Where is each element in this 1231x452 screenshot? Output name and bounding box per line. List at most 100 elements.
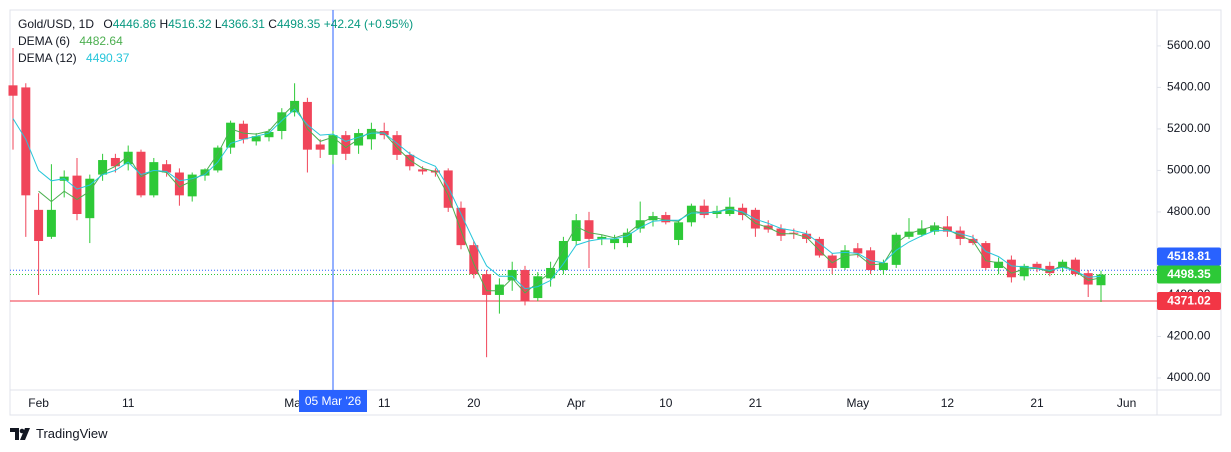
candle-body xyxy=(302,101,312,150)
open-label: O xyxy=(103,17,113,31)
brand-logo xyxy=(10,427,30,440)
candle-body xyxy=(661,215,671,223)
x-tick-label: 21 xyxy=(749,396,763,410)
x-tick-label: May xyxy=(846,396,869,410)
candle-body xyxy=(814,238,824,256)
candle-body xyxy=(136,151,146,196)
candle-body xyxy=(456,207,466,246)
candle-body xyxy=(853,248,863,254)
candle-body xyxy=(72,175,82,215)
candle-body xyxy=(571,220,581,241)
candle-body xyxy=(840,250,850,268)
candle-body xyxy=(8,85,18,96)
y-tick-label: 4000.00 xyxy=(1167,370,1211,384)
candle-body xyxy=(699,205,709,216)
candle-body xyxy=(1019,265,1029,277)
candle-body xyxy=(482,274,492,295)
price-label: 4518.81 xyxy=(1167,249,1211,263)
x-tick-label: 10 xyxy=(659,396,673,410)
candle-body xyxy=(994,261,1004,268)
candle-body xyxy=(226,122,236,148)
price-label: 4371.02 xyxy=(1167,294,1211,308)
candle-body xyxy=(264,132,274,138)
frame xyxy=(9,9,1222,416)
candle-body xyxy=(597,236,607,239)
x-tick-label: Apr xyxy=(567,396,586,410)
candle-body xyxy=(392,135,402,155)
candle-body xyxy=(34,209,44,241)
x-tick-label: 11 xyxy=(378,396,391,410)
legend-entry: DEMA (12) 4490.37 xyxy=(18,50,413,67)
candle-body xyxy=(533,276,543,299)
price-label-box xyxy=(1157,291,1221,310)
candle-body xyxy=(46,209,56,237)
candle-body xyxy=(1045,265,1055,274)
y-tick-label: 4200.00 xyxy=(1167,329,1211,343)
candle-body xyxy=(110,157,120,167)
y-tick-label: 5200.00 xyxy=(1167,121,1211,135)
candle-body xyxy=(1070,259,1080,275)
x-tick-label: 20 xyxy=(467,396,481,410)
candle-body xyxy=(21,87,31,196)
candle-body xyxy=(328,135,338,155)
candle-body xyxy=(674,222,684,240)
y-tick-label: 4800.00 xyxy=(1167,204,1211,218)
candle-body xyxy=(443,170,453,208)
candle-body xyxy=(558,240,568,271)
candle-body xyxy=(712,210,722,215)
candle-body xyxy=(315,144,325,150)
candle-body xyxy=(981,243,991,268)
candle-body xyxy=(725,206,735,215)
x-tick-label: 21 xyxy=(1030,396,1044,410)
candle-body xyxy=(123,151,133,165)
high-value: 4516.32 xyxy=(168,17,212,31)
candle-body xyxy=(942,226,952,232)
candle-body xyxy=(174,172,184,196)
low-label: L xyxy=(214,17,222,31)
candle-body xyxy=(1096,274,1106,286)
legend-entry: DEMA (6) 4482.64 xyxy=(18,33,413,50)
high-label: H xyxy=(159,17,169,31)
candle-body xyxy=(494,284,504,295)
indicator-line xyxy=(12,108,1102,290)
y-tick-label: 5600.00 xyxy=(1167,38,1211,52)
candle-body xyxy=(955,230,965,239)
candle-body xyxy=(187,174,197,197)
close-label: C xyxy=(268,17,277,31)
candle-body xyxy=(1083,273,1093,285)
price-label-box xyxy=(1157,247,1221,266)
candle-body xyxy=(648,216,658,221)
change: +42.24 (+0.95%) xyxy=(323,17,414,31)
candle-body xyxy=(1006,259,1016,278)
brand[interactable]: TradingView xyxy=(10,426,108,441)
candle-body xyxy=(802,233,812,239)
candle-body xyxy=(776,228,786,236)
candle-body xyxy=(98,160,108,175)
candle-body xyxy=(149,162,159,196)
candle-body xyxy=(238,123,248,140)
x-tick-label: Feb xyxy=(28,396,49,410)
candle-body xyxy=(1032,263,1042,268)
price-label-box xyxy=(1157,265,1221,284)
candle-body xyxy=(930,225,940,232)
candle-body xyxy=(469,245,479,275)
candle-body xyxy=(686,205,696,223)
candle-body xyxy=(341,135,351,154)
series-name: DEMA (6) xyxy=(18,34,71,48)
x-tick-label: Jun xyxy=(1117,396,1136,410)
series-value: 4490.37 xyxy=(86,51,130,65)
candle-body xyxy=(635,220,645,229)
candle-body xyxy=(85,178,95,219)
candle-body xyxy=(584,220,594,239)
candle-body xyxy=(366,128,376,140)
x-tick-label: 11 xyxy=(122,396,135,410)
ohlc-row: Gold/USD, 1D O4446.86 H4516.32 L4366.31 … xyxy=(18,16,413,33)
candle-body xyxy=(213,147,223,171)
candle-body xyxy=(622,232,632,244)
series-value: 4482.64 xyxy=(79,34,123,48)
candle-body xyxy=(418,169,428,172)
open-value: 4446.86 xyxy=(112,17,157,31)
candle-body xyxy=(878,262,888,271)
